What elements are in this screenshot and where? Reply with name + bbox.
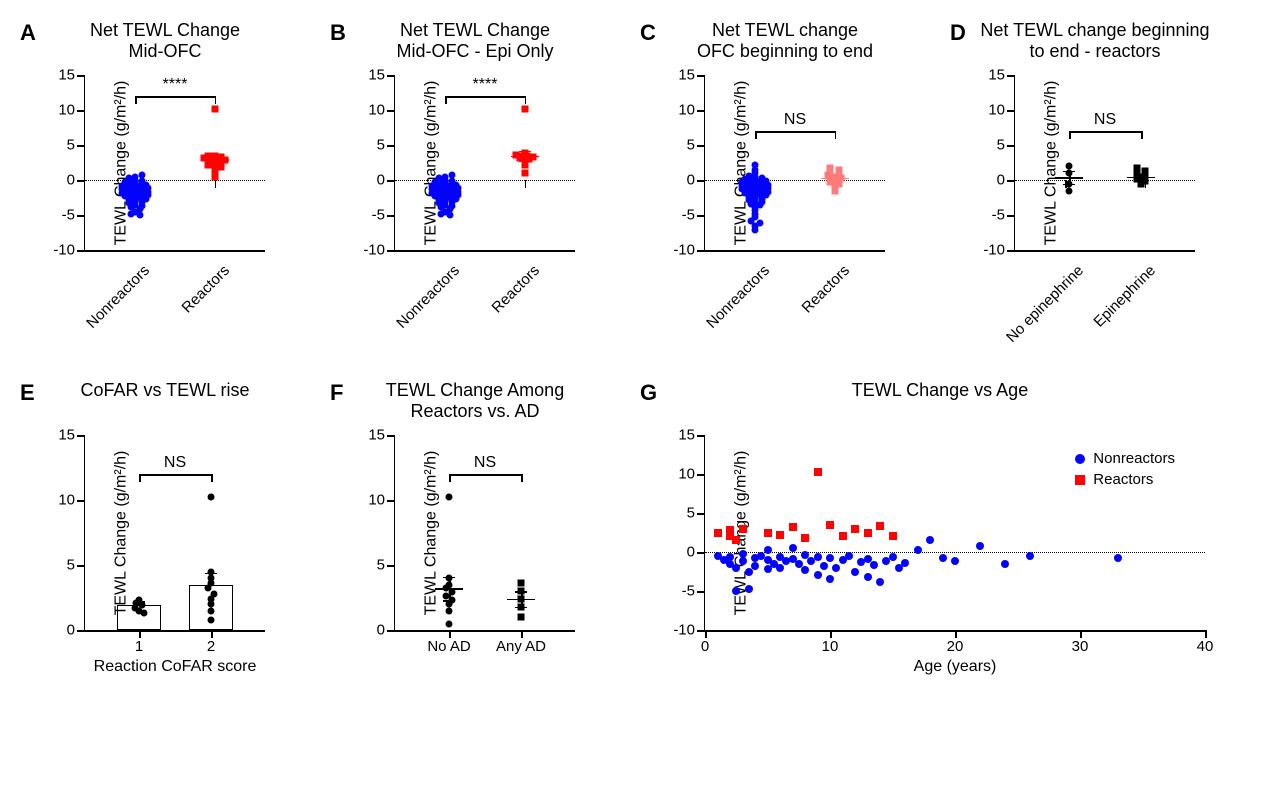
category-label: Reactors <box>178 262 232 316</box>
panel-A: ANet TEWL ChangeMid-OFCTEWL Change (g/m²… <box>20 20 310 360</box>
category-label: Nonreactors <box>394 262 464 332</box>
panel-C: CNet TEWL changeOFC beginning to endTEWL… <box>640 20 930 360</box>
category-label: Epinephrine <box>1090 262 1159 331</box>
panel-F: FTEWL Change AmongReactors vs. ADTEWL Ch… <box>330 380 620 720</box>
panel-G: GTEWL Change vs AgeTEWL Change (g/m²/h)-… <box>640 380 1240 720</box>
category-label: Nonreactors <box>704 262 774 332</box>
panel-D: DNet TEWL change beginningto end - react… <box>950 20 1240 360</box>
panel-B: BNet TEWL ChangeMid-OFC - Epi OnlyTEWL C… <box>330 20 620 360</box>
category-label: Nonreactors <box>84 262 154 332</box>
figure-grid: ANet TEWL ChangeMid-OFCTEWL Change (g/m²… <box>20 20 1260 720</box>
category-label: Reactors <box>488 262 542 316</box>
category-label: Reactors <box>798 262 852 316</box>
category-label: No epinephrine <box>1003 262 1087 346</box>
panel-E: ECoFAR vs TEWL riseTEWL Change (g/m²/h)0… <box>20 380 310 720</box>
